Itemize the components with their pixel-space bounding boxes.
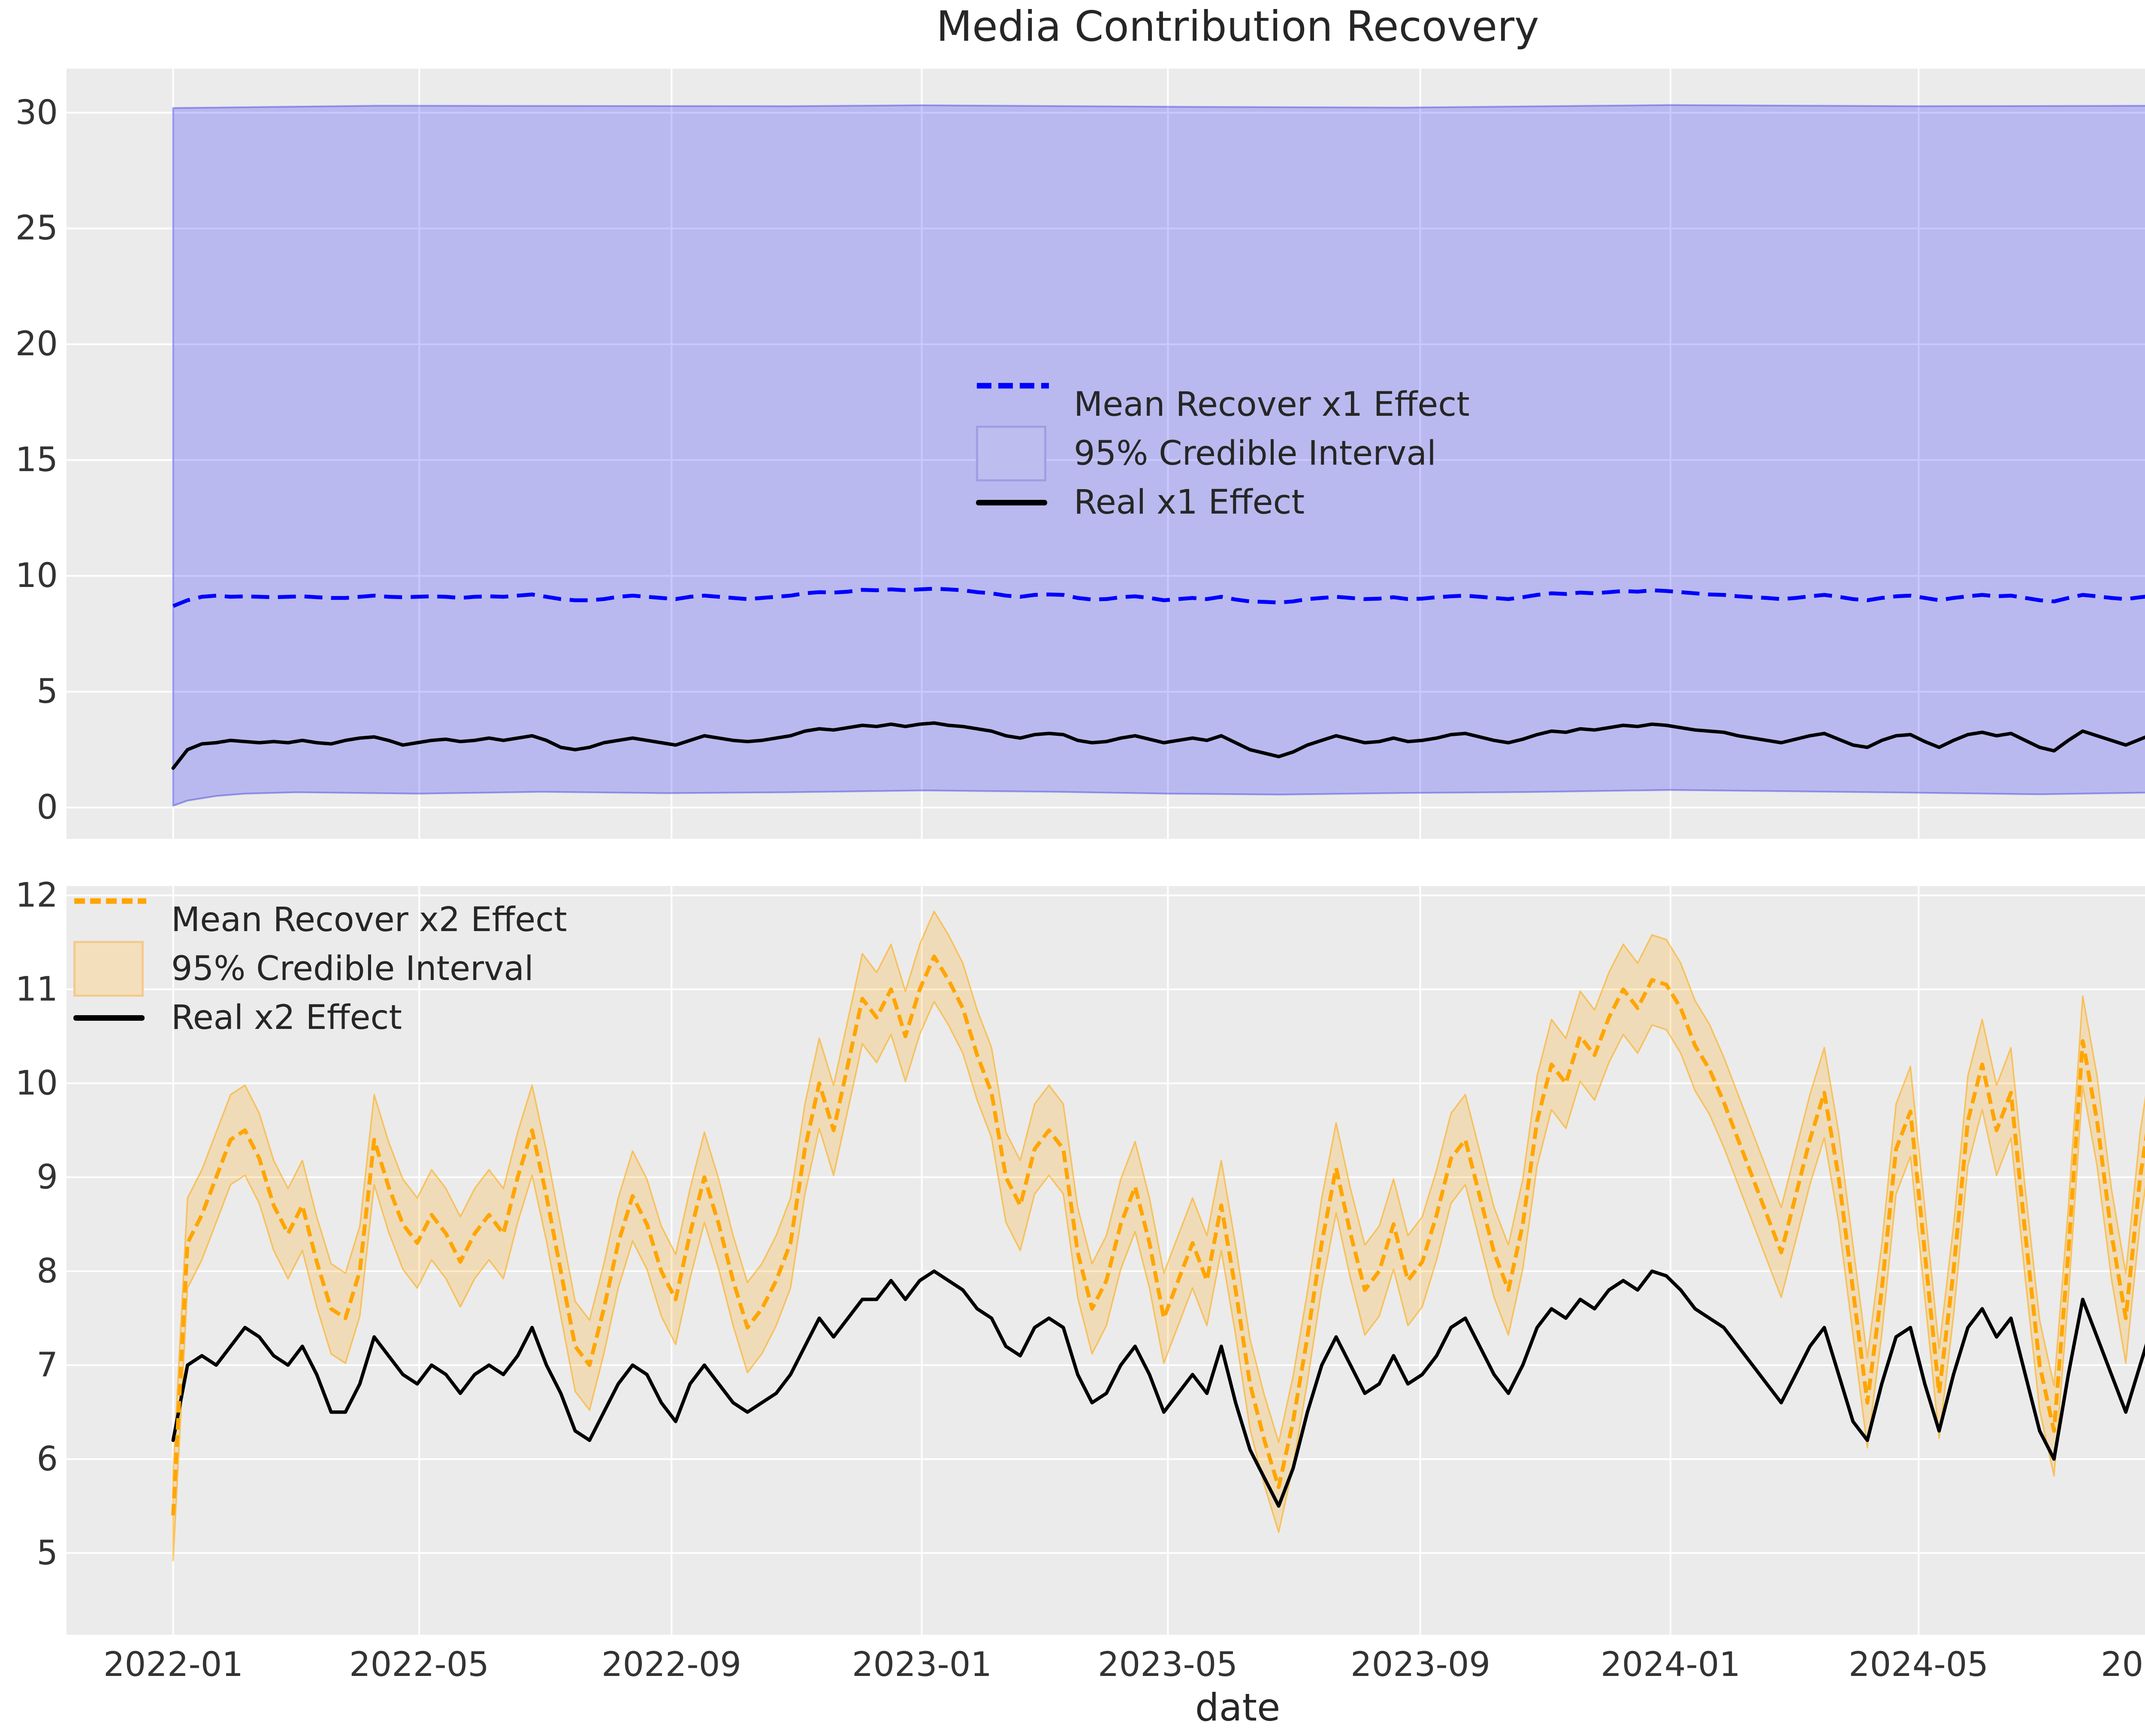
legend-label: 95% Credible Interval	[1074, 434, 1436, 473]
legend-label: Mean Recover x1 Effect	[1074, 385, 1470, 424]
x-tick-label: 2023-01	[852, 1645, 992, 1684]
legend-item-real-x2: Real x2 Effect	[73, 993, 567, 1042]
legend-handle	[976, 499, 1050, 505]
y-tick-label: 9	[36, 1158, 58, 1197]
y-tick-label: 20	[15, 325, 58, 363]
x-tick-label: 2022-01	[103, 1645, 243, 1684]
x-tick-label: 2024-05	[1849, 1645, 1988, 1684]
x1-legend: Mean Recover x1 Effect 95% Credible Inte…	[976, 380, 1470, 527]
y-tick-label: 0	[36, 788, 58, 827]
x2-legend: Mean Recover x2 Effect 95% Credible Inte…	[73, 895, 567, 1042]
legend-item-ci-x2: 95% Credible Interval	[73, 941, 567, 997]
y-tick-label: 5	[36, 672, 58, 711]
legend-handle	[976, 426, 1050, 481]
y-tick-label: 30	[15, 94, 58, 132]
y-tick-label: 12	[15, 876, 58, 915]
legend-label: Real x2 Effect	[171, 998, 402, 1037]
y-tick-label: 6	[36, 1440, 58, 1479]
legend-item-mean-x2: Mean Recover x2 Effect	[73, 895, 567, 944]
y-tick-label: 10	[15, 1064, 58, 1103]
x-tick-label: 2024-01	[1601, 1645, 1740, 1684]
legend-handle	[73, 941, 147, 997]
dashed-line-icon	[977, 383, 1049, 389]
legend-handle	[73, 1015, 147, 1021]
x-axis-label: date	[1195, 1685, 1281, 1730]
legend-item-real-x1: Real x1 Effect	[976, 478, 1470, 527]
x-tick-label: 2023-09	[1350, 1645, 1490, 1684]
x-tick-label: 2022-05	[349, 1645, 489, 1684]
y-tick-label: 10	[15, 556, 58, 595]
x-tick-label: 2022-09	[601, 1645, 741, 1684]
chart-title: Media Contribution Recovery	[936, 2, 1539, 51]
dashed-line-icon	[74, 898, 146, 904]
y-tick-label: 11	[15, 970, 58, 1009]
subplot-x1-axes: Mean Recover x1 Effect 95% Credible Inte…	[66, 69, 2145, 839]
legend-item-ci-x1: 95% Credible Interval	[976, 426, 1470, 481]
solid-line-icon	[73, 1015, 145, 1021]
x-tick-label: 2023-05	[1098, 1645, 1238, 1684]
solid-line-icon	[976, 499, 1047, 505]
band-swatch-icon	[976, 426, 1046, 481]
band-swatch-icon	[73, 941, 144, 997]
x1-plot-canvas	[66, 69, 2145, 839]
legend-label: Mean Recover x2 Effect	[171, 901, 567, 939]
y-tick-label: 8	[36, 1252, 58, 1291]
subplot-x2-axes: Mean Recover x2 Effect 95% Credible Inte…	[66, 886, 2145, 1635]
x-tick-label: 2024-09	[2101, 1645, 2145, 1684]
y-tick-label: 25	[15, 209, 58, 248]
y-tick-label: 7	[36, 1346, 58, 1385]
x2-plot-canvas	[66, 886, 2145, 1635]
y-tick-label: 5	[36, 1534, 58, 1573]
legend-label: Real x1 Effect	[1074, 483, 1305, 522]
legend-item-mean-x1: Mean Recover x1 Effect	[976, 380, 1470, 429]
y-tick-label: 15	[15, 441, 58, 479]
legend-label: 95% Credible Interval	[171, 950, 534, 988]
